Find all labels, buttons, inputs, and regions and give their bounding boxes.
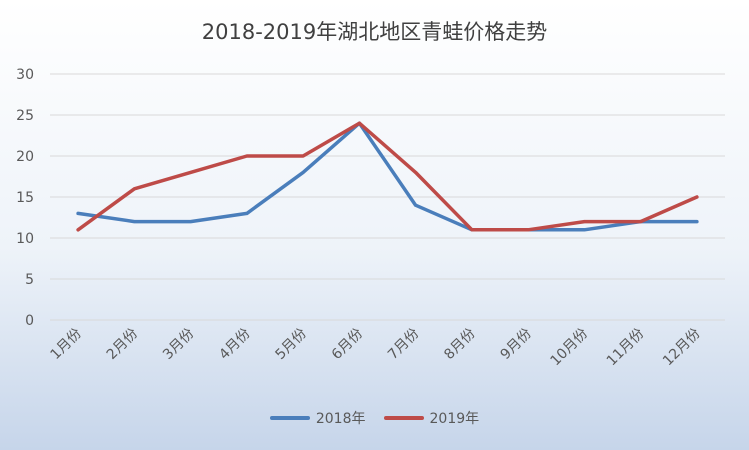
- legend-label-2018: 2018年: [315, 411, 366, 427]
- x-tick-label-10: 10月份: [547, 326, 591, 370]
- y-tick-label-10: 10: [16, 231, 34, 247]
- x-tick-label-6: 6月份: [329, 326, 366, 363]
- x-tick-label-9: 9月份: [498, 326, 535, 363]
- x-tick-label-3: 3月份: [160, 326, 197, 363]
- x-tick-label-1: 1月份: [48, 326, 85, 363]
- x-tick-label-11: 11月份: [604, 326, 648, 370]
- x-tick-label-12: 12月份: [660, 326, 704, 370]
- chart-title: 2018-2019年湖北地区青蛙价格走势: [201, 20, 548, 44]
- legend-item-2018: 2018年: [269, 408, 366, 428]
- legend-swatch-2018: [269, 416, 310, 420]
- legend-swatch-2019: [383, 416, 424, 420]
- legend: 2018年 2019年: [0, 408, 749, 428]
- y-tick-label-30: 30: [16, 67, 34, 83]
- y-tick-label-0: 0: [25, 313, 34, 329]
- y-tick-label-5: 5: [25, 272, 34, 288]
- series-line-2019: [76, 121, 699, 232]
- series-line-2018: [76, 121, 699, 232]
- y-tick-label-25: 25: [16, 108, 34, 124]
- x-tick-label-8: 8月份: [441, 326, 478, 363]
- x-tick-label-4: 4月份: [216, 326, 253, 363]
- x-tick-label-7: 7月份: [385, 326, 422, 363]
- y-tick-label-20: 20: [16, 149, 34, 165]
- x-tick-label-2: 2月份: [104, 326, 141, 363]
- y-tick-label-15: 15: [16, 190, 34, 206]
- legend-item-2019: 2019年: [383, 408, 480, 428]
- x-tick-label-5: 5月份: [273, 326, 310, 363]
- legend-label-2019: 2019年: [429, 411, 480, 427]
